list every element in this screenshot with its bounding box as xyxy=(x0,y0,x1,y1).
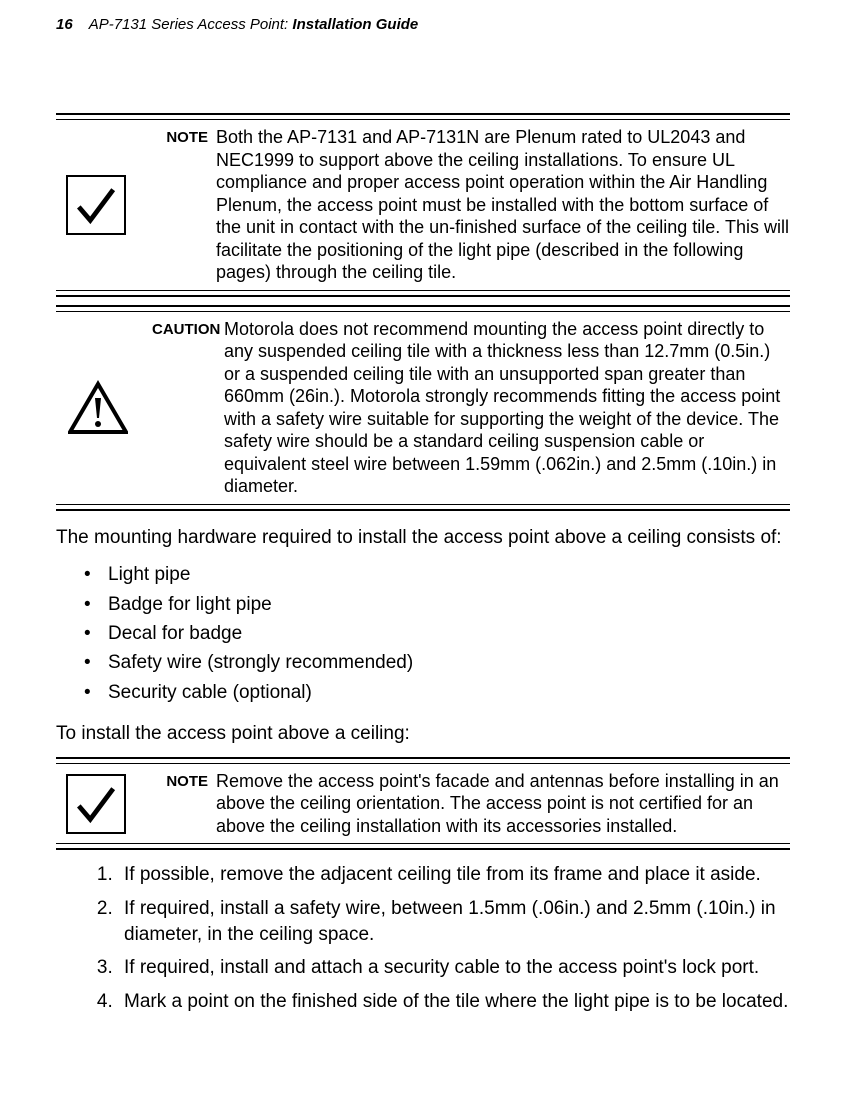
header-title-bold: Installation Guide xyxy=(292,16,418,33)
checkmark-icon xyxy=(66,175,126,235)
list-item: If required, install a safety wire, betw… xyxy=(118,896,790,947)
caution-callout: CAUTION Motorola does not recommend moun… xyxy=(56,305,790,511)
hardware-bullet-list: Light pipe Badge for light pipe Decal fo… xyxy=(56,560,790,707)
callout-label: NOTE xyxy=(144,770,208,792)
list-item: Safety wire (strongly recommended) xyxy=(108,648,790,677)
callout-inner: NOTE Remove the access point's facade an… xyxy=(56,763,790,845)
callout-rule: NOTE Remove the access point's facade an… xyxy=(56,757,790,851)
checkmark-icon xyxy=(66,774,126,834)
note-callout-1: NOTE Both the AP-7131 and AP-7131N are P… xyxy=(56,113,790,297)
callout-rule: CAUTION Motorola does not recommend moun… xyxy=(56,305,790,511)
intro-hardware-paragraph: The mounting hardware required to instal… xyxy=(56,525,790,551)
callout-text: CAUTION Motorola does not recommend moun… xyxy=(152,318,790,498)
note-callout-2: NOTE Remove the access point's facade an… xyxy=(56,757,790,851)
warning-icon xyxy=(62,380,134,436)
callout-label: CAUTION xyxy=(152,318,216,340)
callout-body: Remove the access point's facade and ant… xyxy=(216,770,790,838)
list-item: Mark a point on the finished side of the… xyxy=(118,989,790,1015)
install-steps-list: If possible, remove the adjacent ceiling… xyxy=(56,862,790,1014)
page: 16 AP-7131 Series Access Point: Installa… xyxy=(0,0,846,1098)
page-header: 16 AP-7131 Series Access Point: Installa… xyxy=(56,16,790,33)
callout-body: Motorola does not recommend mounting the… xyxy=(224,318,790,498)
header-title: AP-7131 Series Access Point: Installatio… xyxy=(89,16,419,33)
callout-text: NOTE Remove the access point's facade an… xyxy=(144,770,790,838)
list-item: If required, install and attach a securi… xyxy=(118,955,790,981)
callout-text: NOTE Both the AP-7131 and AP-7131N are P… xyxy=(144,126,790,284)
list-item: Decal for badge xyxy=(108,619,790,648)
to-install-paragraph: To install the access point above a ceil… xyxy=(56,721,790,747)
callout-label: NOTE xyxy=(144,126,208,148)
callout-inner: NOTE Both the AP-7131 and AP-7131N are P… xyxy=(56,119,790,291)
page-number: 16 xyxy=(56,16,73,33)
header-title-prefix: AP-7131 Series Access Point: xyxy=(89,16,293,33)
callout-rule: NOTE Both the AP-7131 and AP-7131N are P… xyxy=(56,113,790,297)
callout-body: Both the AP-7131 and AP-7131N are Plenum… xyxy=(216,126,790,284)
callout-inner: CAUTION Motorola does not recommend moun… xyxy=(56,311,790,505)
list-item: If possible, remove the adjacent ceiling… xyxy=(118,862,790,888)
list-item: Security cable (optional) xyxy=(108,678,790,707)
list-item: Badge for light pipe xyxy=(108,590,790,619)
list-item: Light pipe xyxy=(108,560,790,589)
